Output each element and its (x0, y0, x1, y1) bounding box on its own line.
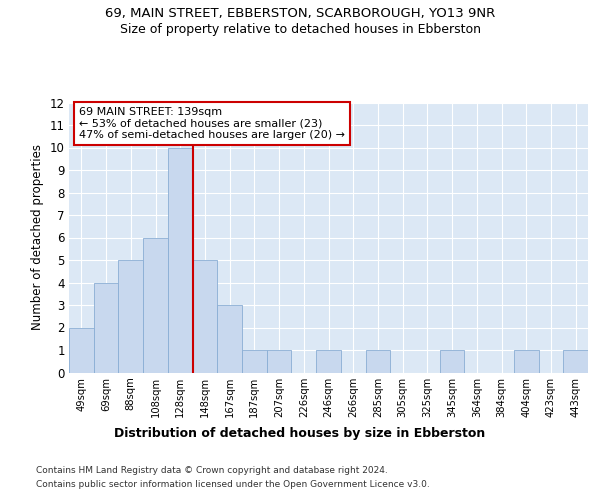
Bar (69, 328, 94, 372)
Bar (365, 350, 390, 372)
Bar (193, 260, 217, 372)
Bar (168, 148, 193, 372)
Bar (94, 282, 118, 372)
Text: Contains public sector information licensed under the Open Government Licence v3: Contains public sector information licen… (36, 480, 430, 489)
Bar (217, 305, 242, 372)
Text: Size of property relative to detached houses in Ebberston: Size of property relative to detached ho… (119, 22, 481, 36)
Bar (563, 350, 588, 372)
Bar (514, 350, 539, 372)
Y-axis label: Number of detached properties: Number of detached properties (31, 144, 44, 330)
Text: 69, MAIN STREET, EBBERSTON, SCARBOROUGH, YO13 9NR: 69, MAIN STREET, EBBERSTON, SCARBOROUGH,… (105, 8, 495, 20)
Text: Contains HM Land Registry data © Crown copyright and database right 2024.: Contains HM Land Registry data © Crown c… (36, 466, 388, 475)
Bar (440, 350, 464, 372)
Bar (143, 238, 168, 372)
Bar (242, 350, 267, 372)
Bar (118, 260, 143, 372)
Text: Distribution of detached houses by size in Ebberston: Distribution of detached houses by size … (115, 428, 485, 440)
Bar (316, 350, 341, 372)
Text: 69 MAIN STREET: 139sqm
← 53% of detached houses are smaller (23)
47% of semi-det: 69 MAIN STREET: 139sqm ← 53% of detached… (79, 106, 346, 140)
Bar (267, 350, 292, 372)
